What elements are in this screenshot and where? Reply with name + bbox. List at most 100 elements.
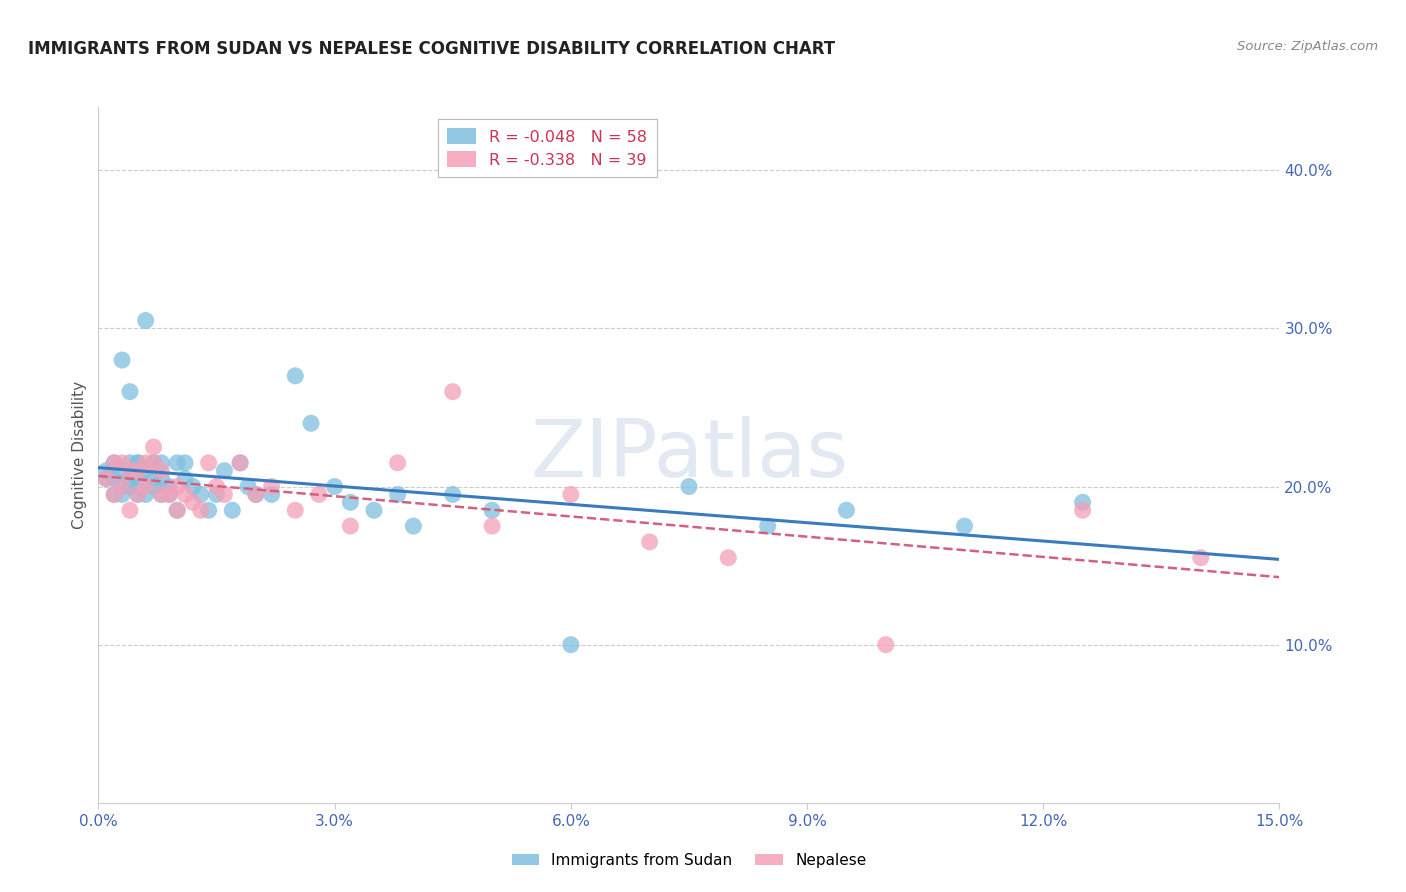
- Point: [214, 487, 236, 501]
- Point: [127, 464, 149, 478]
- Point: [229, 456, 252, 470]
- Point: [127, 487, 149, 501]
- Point: [260, 479, 283, 493]
- Point: [205, 479, 228, 493]
- Point: [284, 503, 307, 517]
- Point: [245, 487, 267, 501]
- Point: [166, 503, 188, 517]
- Text: Source: ZipAtlas.com: Source: ZipAtlas.com: [1237, 40, 1378, 54]
- Point: [323, 479, 346, 493]
- Point: [284, 368, 307, 383]
- Point: [174, 456, 197, 470]
- Point: [118, 384, 141, 399]
- Point: [166, 479, 188, 493]
- Point: [190, 503, 212, 517]
- Point: [118, 464, 141, 478]
- Point: [111, 464, 134, 478]
- Point: [135, 456, 157, 470]
- Point: [402, 519, 425, 533]
- Point: [96, 464, 118, 478]
- Point: [481, 503, 503, 517]
- Point: [441, 487, 464, 501]
- Point: [96, 472, 118, 486]
- Point: [103, 472, 125, 486]
- Point: [205, 487, 228, 501]
- Point: [638, 534, 661, 549]
- Point: [1071, 495, 1094, 509]
- Point: [299, 417, 322, 431]
- Point: [181, 495, 204, 509]
- Point: [166, 456, 188, 470]
- Point: [363, 503, 385, 517]
- Point: [387, 487, 409, 501]
- Point: [308, 487, 330, 501]
- Point: [135, 313, 157, 327]
- Point: [150, 464, 173, 478]
- Point: [127, 487, 149, 501]
- Point: [221, 503, 243, 517]
- Point: [953, 519, 976, 533]
- Point: [103, 456, 125, 470]
- Point: [166, 503, 188, 517]
- Point: [118, 503, 141, 517]
- Point: [157, 487, 180, 501]
- Point: [111, 353, 134, 368]
- Point: [157, 487, 180, 501]
- Point: [481, 519, 503, 533]
- Point: [135, 487, 157, 501]
- Point: [103, 487, 125, 501]
- Legend: Immigrants from Sudan, Nepalese: Immigrants from Sudan, Nepalese: [506, 847, 872, 873]
- Point: [142, 472, 165, 486]
- Point: [118, 479, 141, 493]
- Point: [157, 479, 180, 493]
- Point: [127, 456, 149, 470]
- Point: [387, 456, 409, 470]
- Text: IMMIGRANTS FROM SUDAN VS NEPALESE COGNITIVE DISABILITY CORRELATION CHART: IMMIGRANTS FROM SUDAN VS NEPALESE COGNIT…: [28, 40, 835, 58]
- Point: [245, 487, 267, 501]
- Point: [835, 503, 858, 517]
- Text: ZIPatlas: ZIPatlas: [530, 416, 848, 494]
- Point: [150, 472, 173, 486]
- Point: [96, 472, 118, 486]
- Point: [150, 456, 173, 470]
- Point: [142, 456, 165, 470]
- Point: [717, 550, 740, 565]
- Point: [142, 440, 165, 454]
- Point: [142, 479, 165, 493]
- Point: [127, 479, 149, 493]
- Point: [142, 456, 165, 470]
- Point: [150, 487, 173, 501]
- Point: [127, 472, 149, 486]
- Point: [174, 472, 197, 486]
- Point: [127, 456, 149, 470]
- Point: [103, 456, 125, 470]
- Point: [1071, 503, 1094, 517]
- Point: [229, 456, 252, 470]
- Legend: R = -0.048   N = 58, R = -0.338   N = 39: R = -0.048 N = 58, R = -0.338 N = 39: [437, 119, 657, 178]
- Point: [174, 487, 197, 501]
- Point: [560, 487, 582, 501]
- Point: [236, 479, 259, 493]
- Point: [339, 519, 361, 533]
- Point: [103, 487, 125, 501]
- Point: [339, 495, 361, 509]
- Point: [135, 464, 157, 478]
- Point: [190, 487, 212, 501]
- Point: [197, 503, 219, 517]
- Point: [441, 384, 464, 399]
- Point: [875, 638, 897, 652]
- Point: [260, 487, 283, 501]
- Y-axis label: Cognitive Disability: Cognitive Disability: [72, 381, 87, 529]
- Point: [111, 479, 134, 493]
- Point: [111, 456, 134, 470]
- Point: [111, 479, 134, 493]
- Point: [560, 638, 582, 652]
- Point: [118, 456, 141, 470]
- Point: [150, 487, 173, 501]
- Point: [1189, 550, 1212, 565]
- Point: [135, 479, 157, 493]
- Point: [118, 472, 141, 486]
- Point: [214, 464, 236, 478]
- Point: [181, 479, 204, 493]
- Point: [111, 487, 134, 501]
